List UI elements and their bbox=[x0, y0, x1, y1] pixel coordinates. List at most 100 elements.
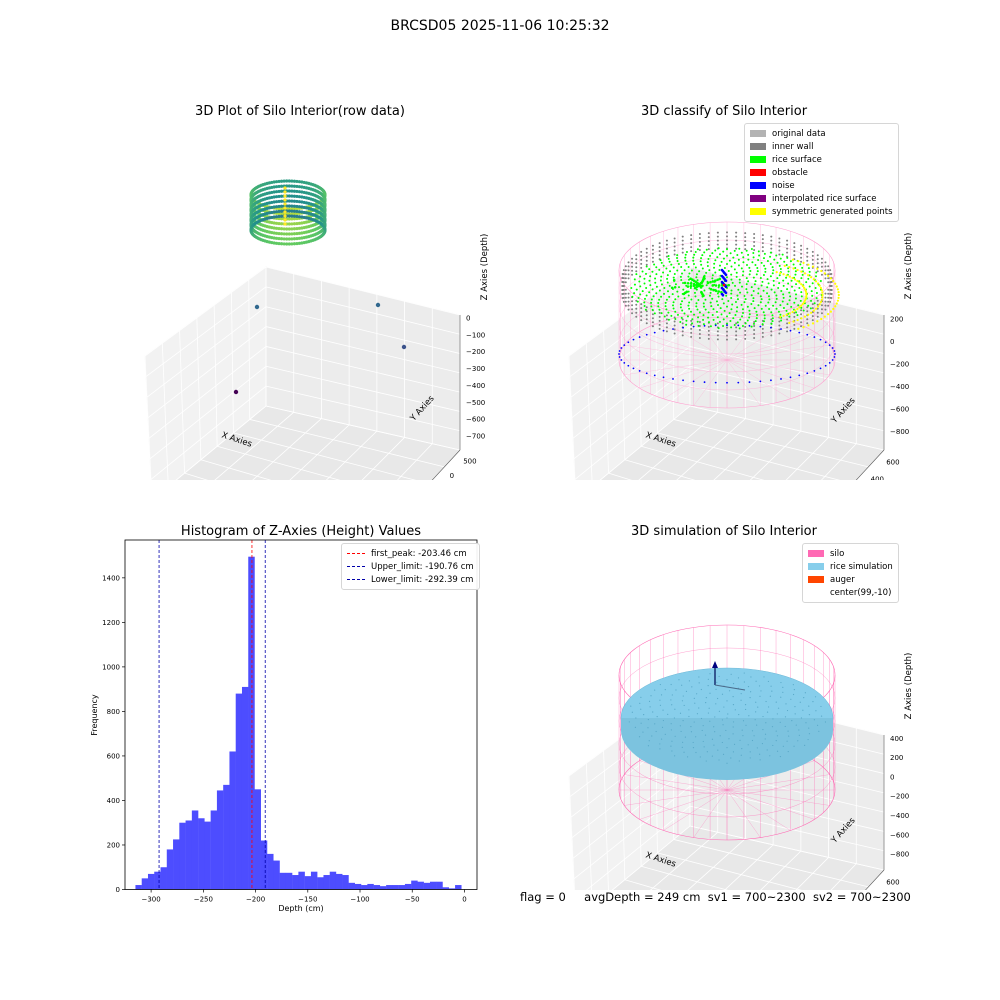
rice-point bbox=[709, 325, 712, 328]
rice-point bbox=[658, 308, 661, 311]
wall-point bbox=[744, 236, 747, 239]
rice-point bbox=[787, 270, 790, 273]
grid-line bbox=[585, 343, 593, 480]
wall-point bbox=[744, 248, 747, 251]
rice-sim-point bbox=[726, 679, 728, 681]
legend-line bbox=[347, 579, 365, 580]
noise-point bbox=[623, 361, 626, 364]
rice-point bbox=[711, 297, 714, 300]
wall-point bbox=[735, 247, 738, 250]
grid-line bbox=[147, 326, 267, 419]
rice-point bbox=[677, 295, 680, 298]
silo-floor-spoke bbox=[693, 359, 728, 406]
wall-point bbox=[816, 258, 819, 261]
wall-point bbox=[645, 259, 648, 262]
noise-point bbox=[620, 359, 623, 361]
rice-sim-point bbox=[775, 730, 777, 732]
cloud-point bbox=[292, 237, 297, 241]
rice-point bbox=[764, 304, 767, 307]
rice-point bbox=[649, 275, 652, 278]
rice-point bbox=[807, 277, 810, 280]
rice-point bbox=[684, 256, 687, 259]
rice-point bbox=[702, 302, 705, 305]
wall-point bbox=[735, 239, 738, 242]
rice-sim-point bbox=[782, 686, 784, 689]
symmetric-point bbox=[811, 322, 815, 325]
wall-point bbox=[811, 258, 814, 261]
symmetric-point bbox=[783, 264, 786, 268]
rice-point bbox=[726, 248, 728, 251]
rice-point bbox=[777, 310, 780, 313]
rice-point bbox=[666, 290, 669, 293]
rice-point bbox=[722, 302, 725, 305]
rice-point bbox=[641, 270, 644, 273]
rice-sim-point bbox=[787, 730, 789, 732]
rice-point bbox=[663, 292, 666, 295]
rice-point bbox=[693, 253, 696, 256]
panel1-zlabel: Z Axies (Depth) bbox=[480, 234, 490, 301]
histogram-bars bbox=[135, 556, 462, 890]
rice-sim-point bbox=[634, 726, 636, 728]
rice-point bbox=[635, 288, 638, 291]
symmetric-point bbox=[820, 289, 823, 292]
z-tick-label: −700 bbox=[466, 433, 485, 441]
wall-point bbox=[624, 296, 627, 299]
grid-line bbox=[713, 424, 774, 480]
cloud-point bbox=[277, 209, 281, 214]
status-footer: flag = 0 avgDepth = 249 cm sv1 = 700~230… bbox=[520, 890, 911, 904]
rice-point bbox=[732, 317, 735, 320]
wall-point bbox=[658, 323, 661, 326]
grid-line bbox=[820, 443, 857, 480]
rice-point bbox=[654, 281, 657, 284]
wall-point bbox=[622, 273, 625, 276]
rice-sim-point bbox=[743, 681, 745, 683]
wall-point bbox=[631, 308, 634, 311]
wall-point bbox=[624, 304, 627, 307]
rice-point bbox=[645, 265, 648, 268]
cloud-point bbox=[287, 227, 291, 231]
wall-point bbox=[624, 288, 627, 291]
wall-point bbox=[811, 303, 814, 306]
wall-point bbox=[658, 242, 661, 245]
histogram-bar bbox=[154, 871, 161, 890]
rice-point bbox=[674, 310, 677, 313]
rice-sim-point bbox=[717, 697, 719, 700]
histogram-bar bbox=[292, 875, 299, 890]
noise-point bbox=[798, 374, 801, 377]
rice-point bbox=[709, 301, 712, 304]
rice-point bbox=[717, 247, 720, 250]
rice-point bbox=[660, 261, 663, 264]
wall-point bbox=[681, 239, 684, 242]
rice-point bbox=[717, 295, 720, 298]
wall-point bbox=[707, 244, 710, 247]
rice-sim-point bbox=[660, 694, 663, 696]
rice-point bbox=[716, 256, 719, 259]
rice-point bbox=[766, 260, 769, 263]
wall-point bbox=[622, 300, 625, 303]
symmetric-point bbox=[779, 315, 782, 318]
rice-point bbox=[687, 294, 690, 297]
rice-point bbox=[742, 270, 745, 273]
rice-point bbox=[671, 304, 674, 307]
cloud-point bbox=[292, 199, 297, 203]
wall-point bbox=[816, 311, 819, 314]
rice-sim-point bbox=[670, 723, 672, 725]
cloud-point bbox=[277, 199, 281, 204]
rice-point bbox=[800, 295, 803, 298]
wall-point bbox=[827, 288, 830, 291]
rice-sim-point bbox=[705, 701, 707, 704]
rice-point bbox=[657, 302, 660, 305]
cloud-point bbox=[295, 214, 299, 219]
symmetric-point bbox=[834, 305, 837, 308]
rice-point bbox=[775, 297, 778, 300]
rice-point bbox=[676, 254, 679, 257]
grid-line bbox=[603, 750, 609, 890]
wall-point bbox=[645, 306, 648, 309]
rice-sim-point bbox=[640, 722, 642, 724]
footer-sv1: sv1 = 700~2300 bbox=[707, 890, 806, 904]
legend-item: Upper_limit: -190.76 cm bbox=[347, 560, 474, 573]
rice-point bbox=[690, 298, 693, 301]
rice-point bbox=[692, 282, 696, 286]
grid-line bbox=[574, 385, 691, 480]
wall-point bbox=[690, 323, 693, 326]
